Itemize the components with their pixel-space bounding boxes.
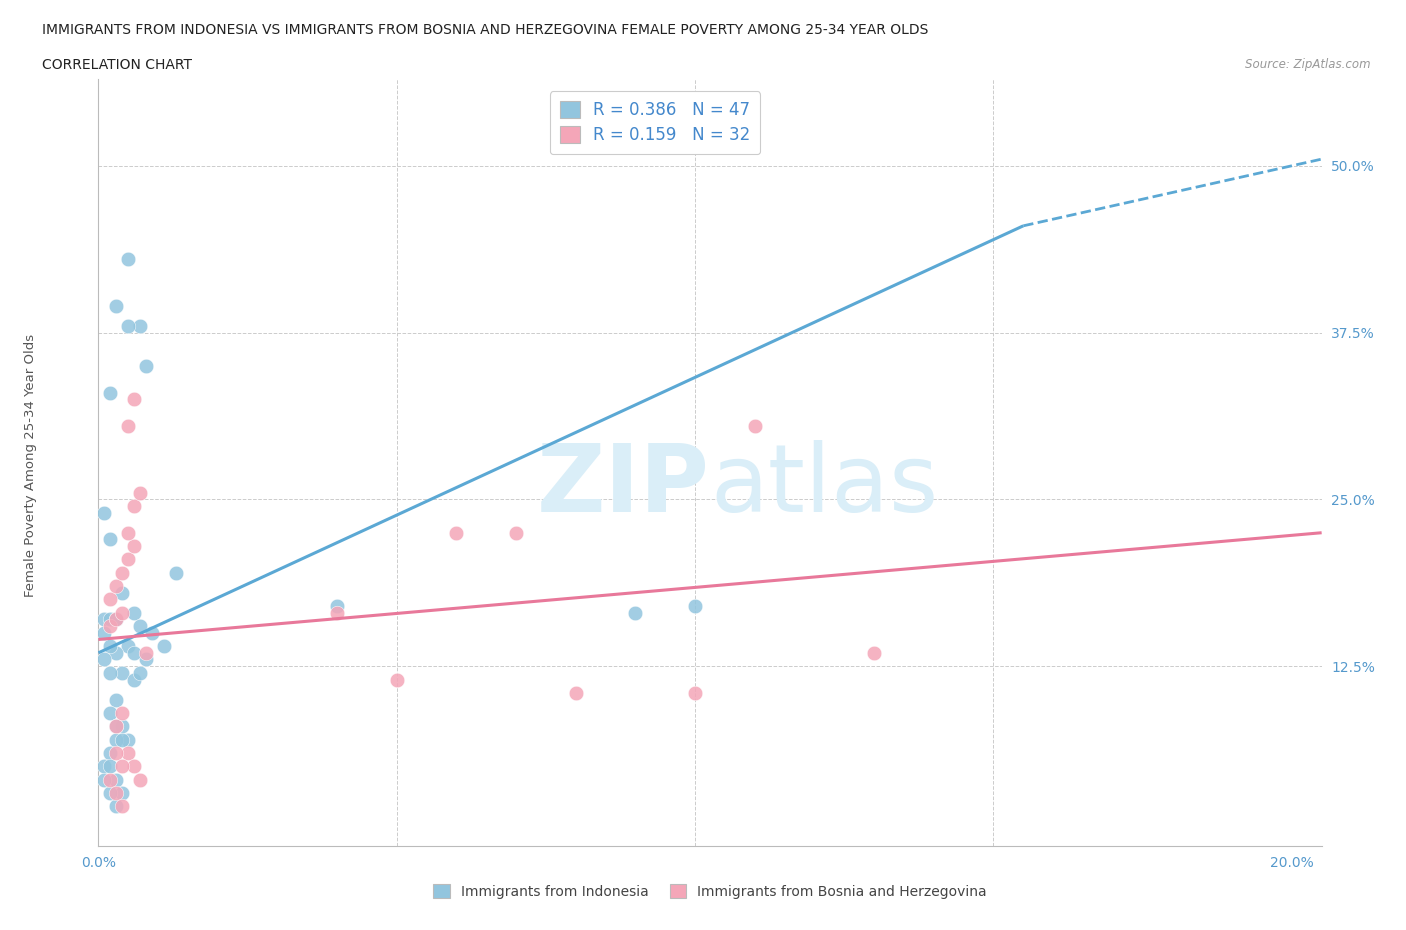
Point [122,759,145,774]
Point [111,732,134,747]
Point [98,639,121,654]
Point [385,672,408,687]
Point [505,525,527,540]
Point [105,746,128,761]
Legend: Immigrants from Indonesia, Immigrants from Bosnia and Herzegovina: Immigrants from Indonesia, Immigrants fr… [427,879,993,905]
Point [111,706,134,721]
Point [98,618,121,633]
Point [98,532,121,547]
Point [129,318,152,333]
Point [122,605,145,620]
Point [111,786,134,801]
Point [129,665,152,680]
Point [863,645,886,660]
Point [105,612,128,627]
Point [98,385,121,400]
Point [105,299,128,313]
Point [105,719,128,734]
Point [122,392,145,406]
Point [129,618,152,633]
Point [98,665,121,680]
Point [111,665,134,680]
Point [624,605,647,620]
Point [117,525,139,540]
Point [105,786,128,801]
Point [117,746,139,761]
Point [105,719,128,734]
Text: Source: ZipAtlas.com: Source: ZipAtlas.com [1246,58,1371,71]
Text: ZIP: ZIP [537,440,710,532]
Point [93,759,115,774]
Point [683,685,706,700]
Point [117,318,139,333]
Point [117,252,139,267]
Point [744,418,766,433]
Point [98,786,121,801]
Point [135,645,157,660]
Point [93,772,115,787]
Point [105,692,128,707]
Point [105,578,128,593]
Text: Female Poverty Among 25-34 Year Olds: Female Poverty Among 25-34 Year Olds [24,334,38,596]
Point [129,772,152,787]
Point [105,772,128,787]
Point [446,525,468,540]
Point [165,565,187,580]
Point [105,612,128,627]
Point [111,585,134,600]
Point [122,498,145,513]
Point [98,772,121,787]
Point [111,565,134,580]
Text: CORRELATION CHART: CORRELATION CHART [42,58,193,72]
Point [93,652,115,667]
Point [98,759,121,774]
Point [153,639,176,654]
Point [326,605,349,620]
Point [105,732,128,747]
Point [129,485,152,500]
Point [117,732,139,747]
Point [93,612,115,627]
Point [98,612,121,627]
Point [105,645,128,660]
Point [111,759,134,774]
Point [565,685,588,700]
Point [98,592,121,607]
Point [117,418,139,433]
Point [117,552,139,567]
Point [111,719,134,734]
Point [93,505,115,520]
Point [105,612,128,627]
Point [135,358,157,373]
Point [326,599,349,614]
Point [122,672,145,687]
Point [117,639,139,654]
Point [141,625,163,640]
Point [122,645,145,660]
Text: IMMIGRANTS FROM INDONESIA VS IMMIGRANTS FROM BOSNIA AND HERZEGOVINA FEMALE POVER: IMMIGRANTS FROM INDONESIA VS IMMIGRANTS … [42,23,928,37]
Point [93,625,115,640]
Point [111,799,134,814]
Point [683,599,706,614]
Point [98,746,121,761]
Point [98,706,121,721]
Point [105,799,128,814]
Point [111,605,134,620]
Point [135,652,157,667]
Text: atlas: atlas [710,440,938,532]
Point [122,538,145,553]
